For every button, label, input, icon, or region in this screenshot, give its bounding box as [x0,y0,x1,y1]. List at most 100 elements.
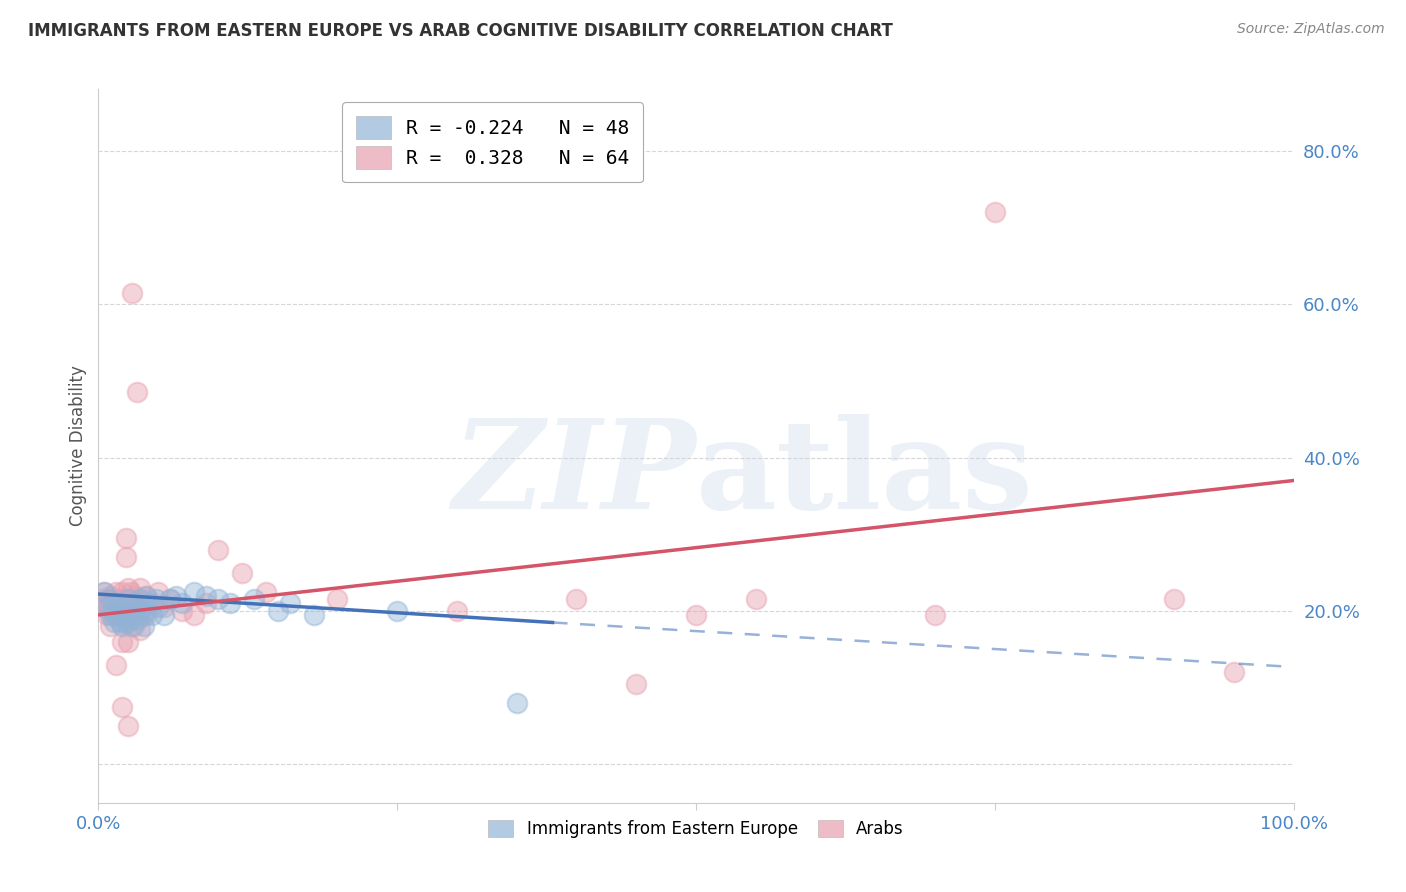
Point [101,604,124,618]
Point [114,604,136,618]
Point [153,607,176,622]
Point [115,607,138,622]
Point [107,592,129,607]
Point [108,607,131,622]
Point [96,607,118,622]
Text: ZIP: ZIP [453,414,696,535]
Point [124,619,146,633]
Point [111,699,134,714]
Point [326,592,349,607]
Point [231,566,253,580]
Point [124,607,146,622]
Point [105,607,128,622]
Point [267,604,290,618]
Point [132,619,155,633]
Point [135,589,157,603]
Point [111,607,134,622]
Point [127,612,149,626]
Point [117,612,139,626]
Point [207,542,229,557]
Point [626,677,648,691]
Point [129,604,152,618]
Legend: Immigrants from Eastern Europe, Arabs: Immigrants from Eastern Europe, Arabs [478,810,914,848]
Point [685,607,707,622]
Point [117,596,139,610]
Point [165,589,187,603]
Point [111,584,134,599]
Point [159,592,181,607]
Point [195,596,218,610]
Point [278,596,301,610]
Point [385,604,409,618]
Point [129,592,152,607]
Point [145,592,167,607]
Point [1223,665,1246,680]
Point [129,604,152,618]
Text: IMMIGRANTS FROM EASTERN EUROPE VS ARAB COGNITIVE DISABILITY CORRELATION CHART: IMMIGRANTS FROM EASTERN EUROPE VS ARAB C… [28,22,893,40]
Point [446,604,468,618]
Point [129,581,152,595]
Point [93,584,115,599]
Point [125,600,148,615]
Point [219,596,242,610]
Point [129,623,152,637]
Point [243,592,266,607]
Point [207,592,229,607]
Point [93,600,115,615]
Point [148,584,170,599]
Point [98,607,122,622]
Point [107,604,129,618]
Point [183,607,205,622]
Point [111,634,134,648]
Point [105,584,128,599]
Point [98,619,122,633]
Point [1163,592,1185,607]
Point [111,600,134,615]
Point [103,615,125,630]
Point [195,589,218,603]
Point [105,604,128,618]
Point [125,385,148,400]
Point [91,592,114,607]
Point [135,607,157,622]
Point [117,592,139,607]
Point [115,615,138,630]
Point [131,607,153,622]
Point [254,584,277,599]
Text: Source: ZipAtlas.com: Source: ZipAtlas.com [1237,22,1385,37]
Point [97,600,120,615]
Point [117,581,139,595]
Point [105,596,128,610]
Point [565,592,588,607]
Text: atlas: atlas [696,414,1033,535]
Point [159,592,181,607]
Point [105,657,128,672]
Point [924,607,946,622]
Point [120,607,142,622]
Point [127,607,149,622]
Point [506,696,529,710]
Point [93,584,115,599]
Point [135,589,157,603]
Point [124,589,146,603]
Point [121,285,143,300]
Point [120,584,142,599]
Point [135,604,157,618]
Point [302,607,325,622]
Point [127,592,149,607]
Point [124,596,146,610]
Y-axis label: Cognitive Disability: Cognitive Disability [69,366,87,526]
Point [103,607,125,622]
Point [98,604,121,618]
Point [98,589,122,603]
Point [121,600,143,615]
Point [121,619,143,633]
Point [111,619,134,633]
Point [172,604,194,618]
Point [117,634,139,648]
Point [117,719,139,733]
Point [98,604,122,618]
Point [153,600,176,615]
Point [114,592,136,607]
Point [111,615,134,630]
